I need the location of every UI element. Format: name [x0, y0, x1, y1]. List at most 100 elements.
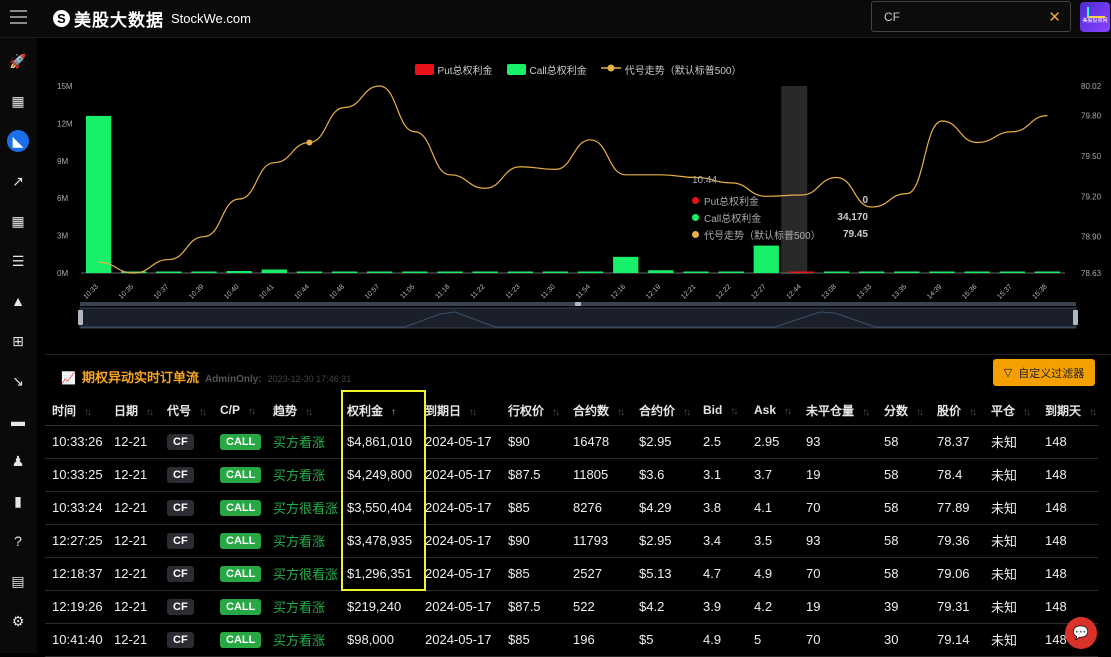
y-left-tick-label: 0M [57, 269, 68, 278]
sort-icon[interactable]: ↑↓ [248, 406, 256, 418]
column-header[interactable]: 代号 ↑↓ [160, 396, 213, 426]
column-header[interactable]: 日期 ↑↓ [107, 396, 160, 426]
column-header[interactable]: 股价 ↑↓ [930, 396, 984, 426]
trend-label: 买方很看涨 [273, 567, 339, 582]
y-left-tick-label: 15M [57, 82, 73, 91]
symbol-badge[interactable]: CF [167, 566, 194, 582]
column-header-label: Bid [703, 403, 723, 418]
sort-icon[interactable]: ↑↓ [916, 406, 924, 418]
symbol-badge[interactable]: CF [167, 500, 194, 516]
bar [507, 271, 533, 273]
column-header[interactable]: 时间 ↑↓ [45, 396, 107, 426]
table-cell: $87.5 [501, 590, 566, 624]
column-header[interactable]: 未平仓量 ↑↓ [799, 396, 877, 426]
sort-icon[interactable]: ↑↓ [84, 406, 92, 418]
chart-tooltip: 10:44 Put总权利金 0 Call总权利金 34,170 代号走势（默认标普500… [692, 175, 868, 243]
close-icon[interactable]: ✕ [1048, 9, 1061, 26]
table-cell: CALL [213, 425, 266, 459]
chat-icon[interactable]: 💬 [1065, 617, 1097, 649]
list-icon[interactable]: ☰ [11, 252, 25, 269]
symbol-badge[interactable]: CF [167, 467, 194, 483]
legend-item[interactable]: Call总权利金 [506, 62, 587, 77]
hat-icon[interactable]: ▲ [11, 293, 25, 309]
hamburger-menu-icon[interactable] [10, 10, 27, 24]
table-cell: 3.1 [696, 458, 747, 492]
table-cell: CF [160, 590, 213, 624]
table-cell: CALL [213, 524, 266, 558]
sort-icon[interactable]: ↑↓ [1089, 406, 1097, 418]
column-header[interactable]: Ask ↑↓ [747, 396, 799, 426]
question-icon[interactable]: ? [14, 533, 22, 549]
settings-icon[interactable]: ⚙ [11, 612, 25, 629]
search-input[interactable] [884, 9, 1034, 25]
column-header[interactable]: 合约价 ↑↓ [632, 396, 696, 426]
table-row[interactable]: 10:33:26 12-21 CF CALL 买方看涨 $4,861,010 2024-05… [45, 425, 1098, 459]
bar [472, 271, 498, 273]
table-cell: 522 [566, 590, 632, 624]
sort-icon[interactable]: ↑ [391, 406, 396, 418]
search-box[interactable]: ✕ [871, 1, 1071, 32]
column-header[interactable]: Bid ↑↓ [696, 396, 747, 426]
table-row[interactable]: 10:33:25 12-21 CF CALL 买方看涨 $4,249,800 2024-05… [45, 458, 1098, 492]
legend-swatch [414, 64, 434, 75]
table-row[interactable]: 10:41:40 12-21 CF CALL 买方看涨 $98,000 2024-05-17… [45, 623, 1098, 657]
sort-icon[interactable]: ↑↓ [969, 406, 977, 418]
sort-icon[interactable]: ↑↓ [469, 406, 477, 418]
logo[interactable]: S 美股大数据 StockWe.com [53, 7, 251, 30]
sort-icon[interactable]: ↑↓ [617, 406, 625, 418]
legend-item[interactable]: 代号走势（默认标普500） [600, 62, 741, 77]
custom-filter-button[interactable]: ▽ 自定义过滤器 [993, 359, 1095, 386]
column-header-label: 权利金 [347, 403, 384, 418]
sort-icon[interactable]: ↑↓ [1023, 406, 1031, 418]
table-row[interactable]: 10:33:24 12-21 CF CALL 买方很看涨 $3,550,404 2024-0… [45, 491, 1098, 525]
symbol-badge[interactable]: CF [167, 599, 194, 615]
sort-icon[interactable]: ↑↓ [683, 406, 691, 418]
column-header[interactable]: 行权价 ↑↓ [501, 396, 566, 426]
column-header[interactable]: 合约数 ↑↓ [566, 396, 632, 426]
price-line-point [306, 139, 313, 146]
sort-icon[interactable]: ↑↓ [730, 406, 738, 418]
table-row[interactable]: 12:19:26 12-21 CF CALL 买方看涨 $219,240 2024-05-1… [45, 590, 1098, 624]
symbol-badge[interactable]: CF [167, 434, 194, 450]
sort-icon[interactable]: ↑↓ [199, 406, 207, 418]
column-header[interactable]: 权利金 ↑ [340, 396, 418, 426]
table-row[interactable]: 12:27:25 12-21 CF CALL 买方看涨 $3,478,935 2024-05… [45, 524, 1098, 558]
sort-icon[interactable]: ↑↓ [862, 406, 870, 418]
table-cell: $4,249,800 [340, 458, 418, 492]
symbol-badge[interactable]: CF [167, 533, 194, 549]
column-header[interactable]: 到期日 ↑↓ [418, 396, 501, 426]
premium-chart: 0M 3M 6M 9M 12M 15M 78.63 78.90 79.20 79.50 79.80 8… [57, 82, 1102, 329]
column-header[interactable]: 平仓 ↑↓ [984, 396, 1038, 426]
table-cell: 买方看涨 [266, 524, 340, 558]
table-cell: 3.4 [696, 524, 747, 558]
chess-icon[interactable]: ♟ [11, 452, 25, 469]
sort-icon[interactable]: ↑↓ [305, 406, 313, 418]
column-header[interactable]: 分数 ↑↓ [877, 396, 930, 426]
sort-icon[interactable]: ↑↓ [146, 406, 154, 418]
sitemap-icon[interactable]: ⊞ [12, 332, 24, 349]
area-chart-icon[interactable]: ◣ [7, 130, 29, 152]
line-chart-icon[interactable]: ↗ [12, 172, 24, 189]
table-icon[interactable]: ▦ [11, 92, 25, 109]
table-cell: 196 [566, 623, 632, 657]
bar-chart-icon[interactable]: ▮ [14, 492, 22, 509]
tooltip-value: 79.45 [842, 229, 868, 240]
x-tick-label: 11:23 [505, 283, 522, 300]
x-tick-label: 10:57 [364, 283, 381, 300]
legend-item[interactable]: Put总权利金 [414, 62, 493, 77]
brand-badge[interactable]: 美股投资网 [1080, 2, 1110, 32]
table-cell: CALL [213, 623, 266, 657]
symbol-badge[interactable]: CF [167, 632, 194, 648]
industry-icon[interactable]: ▬ [11, 413, 25, 429]
table-row[interactable]: 12:18:37 12-21 CF CALL 买方很看涨 $1,296,351 2024-0… [45, 557, 1098, 591]
sort-icon[interactable]: ↑↓ [552, 406, 560, 418]
column-header[interactable]: C/P ↑↓ [213, 396, 266, 426]
table-cell: CF [160, 491, 213, 525]
trend-down-icon[interactable]: ↘ [12, 372, 24, 389]
column-header[interactable]: 趋势 ↑↓ [266, 396, 340, 426]
calendar-icon[interactable]: ▦ [11, 212, 25, 229]
column-header[interactable]: 到期天 ↑↓ [1038, 396, 1098, 426]
rocket-icon[interactable]: 🚀 [9, 52, 27, 69]
book-icon[interactable]: ▤ [11, 572, 25, 589]
sort-icon[interactable]: ↑↓ [784, 406, 792, 418]
